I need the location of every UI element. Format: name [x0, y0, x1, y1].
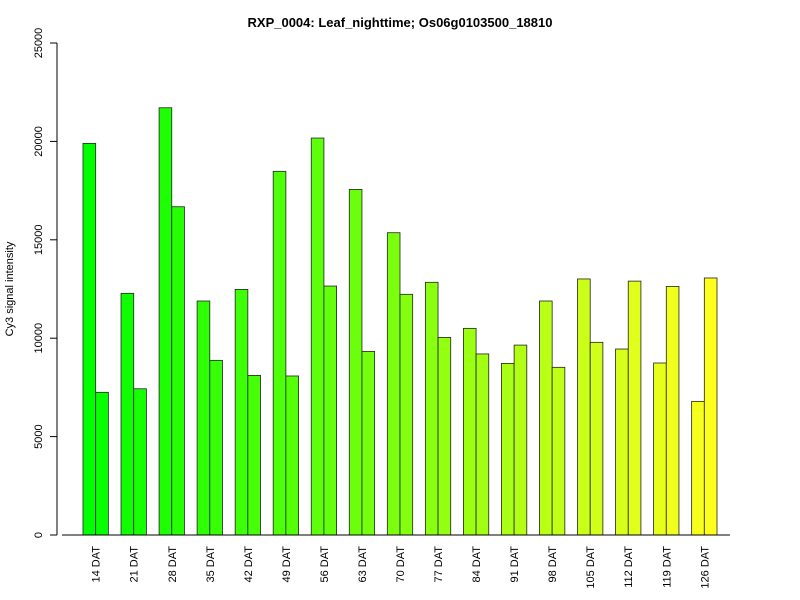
y-tick-label: 25000 [33, 28, 45, 59]
x-tick-label: 91 DAT [509, 546, 521, 583]
bar-119-dat-rep2 [665, 286, 680, 536]
y-tick-label: 5000 [33, 424, 45, 448]
bar-28-dat-rep1 [158, 107, 173, 536]
bar-21-dat-rep2 [133, 388, 147, 536]
bar-91-dat-rep1 [501, 362, 515, 536]
x-tick-label: 63 DAT [357, 546, 369, 583]
x-tick-label: 126 DAT [699, 546, 711, 589]
y-axis: 0 5000 10000 15000 20000 25000 [33, 28, 58, 538]
bar-49-dat-rep1 [272, 170, 287, 536]
bar-84-dat-rep1 [462, 327, 477, 536]
bars [82, 107, 718, 536]
bar-63-dat-rep1 [348, 189, 363, 536]
x-axis-labels: 14 DAT 21 DAT 28 DAT 35 DAT 42 DAT 49 DAT 56 D… [91, 546, 712, 589]
chart-title: RXP_0004: Leaf_nighttime; Os06g0103500_1… [248, 15, 553, 30]
x-tick-label: 28 DAT [167, 546, 179, 583]
x-tick-label: 105 DAT [585, 546, 597, 589]
bar-91-dat-rep2 [513, 344, 528, 536]
bar-56-dat-rep2 [323, 285, 338, 536]
bar-42-dat-rep1 [234, 288, 249, 536]
x-tick-label: 98 DAT [547, 546, 559, 583]
y-tick-label: 10000 [33, 323, 45, 354]
bar-98-dat-rep1 [539, 300, 553, 536]
bar-98-dat-rep2 [551, 366, 566, 536]
y-tick-label: 15000 [33, 225, 45, 256]
y-tick-label: 20000 [33, 126, 45, 157]
bar-77-dat-rep2 [437, 337, 452, 536]
y-tick-label: 0 [33, 532, 45, 538]
bar-126-dat-rep2 [703, 277, 718, 536]
x-tick-label: 14 DAT [91, 546, 103, 583]
bar-49-dat-rep2 [285, 375, 299, 536]
bar-35-dat-rep2 [209, 359, 223, 536]
bar-126-dat-rep1 [691, 400, 705, 536]
bar-119-dat-rep1 [653, 362, 667, 536]
bar-28-dat-rep2 [171, 206, 185, 536]
bar-84-dat-rep2 [475, 353, 490, 536]
bar-42-dat-rep2 [247, 374, 261, 536]
y-axis-label: Cy3 signal intensity [4, 241, 16, 336]
bar-77-dat-rep1 [424, 281, 439, 536]
x-tick-label: 21 DAT [129, 546, 141, 583]
x-tick-label: 84 DAT [471, 546, 483, 583]
bar-35-dat-rep1 [196, 300, 211, 536]
bar-112-dat-rep2 [627, 280, 642, 536]
x-tick-label: 119 DAT [661, 546, 673, 588]
bar-112-dat-rep1 [615, 348, 629, 536]
bar-56-dat-rep1 [310, 137, 325, 536]
bar-105-dat-rep1 [577, 278, 591, 536]
x-tick-label: 35 DAT [205, 546, 217, 583]
bar-105-dat-rep2 [589, 341, 604, 536]
bar-21-dat-rep1 [120, 292, 135, 536]
x-tick-label: 77 DAT [433, 546, 445, 583]
bar-70-dat-rep2 [399, 293, 414, 536]
x-tick-label: 42 DAT [243, 546, 255, 583]
bar-70-dat-rep1 [386, 232, 401, 536]
x-tick-label: 49 DAT [281, 546, 293, 583]
bar-14-dat-rep2 [95, 391, 109, 536]
bar-14-dat-rep1 [82, 142, 97, 536]
bar-63-dat-rep2 [361, 350, 376, 536]
x-tick-label: 70 DAT [395, 546, 407, 583]
x-tick-label: 112 DAT [623, 546, 635, 588]
x-tick-label: 56 DAT [319, 546, 331, 583]
